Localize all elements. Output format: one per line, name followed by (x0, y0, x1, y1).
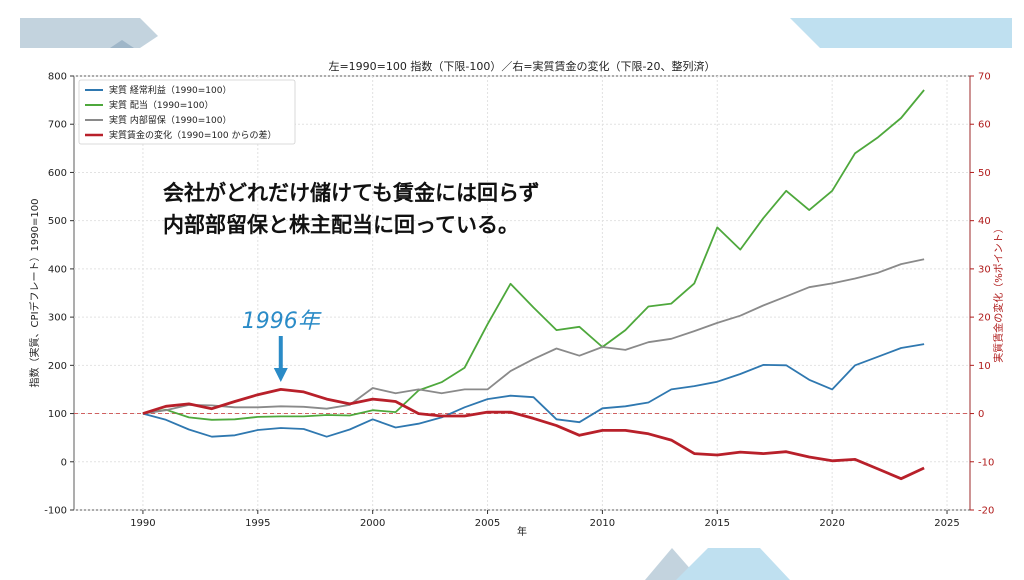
decor-top-right-band (790, 18, 1012, 48)
decor-top-left-triangle (110, 40, 134, 48)
legend-label-retained: 実質 内部留保（1990=100） (109, 114, 232, 126)
y-tick-label: 200 (48, 361, 67, 372)
decor-bottom-chevron-2 (676, 548, 790, 580)
x-tick-label: 1995 (245, 518, 270, 529)
series-line-dividend (142, 89, 925, 421)
y-tick-label: 100 (48, 409, 67, 420)
y-right-tick-label: 70 (978, 72, 991, 83)
headline-line-2: 内部部留保と株主配当に回っている。 (163, 213, 519, 237)
legend-label-wage: 実質賃金の変化（1990=100 からの差） (109, 129, 277, 141)
x-tick-label: 2010 (590, 518, 615, 529)
y-right-tick-label: 30 (978, 264, 991, 275)
decor-top-left-band (20, 18, 158, 48)
x-tick-label: 2020 (819, 518, 844, 529)
x-tick-label: 2025 (934, 518, 959, 529)
y-axis-label-right: 実質賃金の変化（%ポイント） (992, 223, 1005, 363)
x-tick-label: 1990 (130, 518, 155, 529)
y-tick-labels-right: -20 -10 0 10 20 30 40 50 60 70 (969, 72, 994, 517)
y-right-tick-label: 40 (978, 216, 991, 227)
legend-box (78, 79, 296, 145)
y-right-tick-label: 50 (978, 168, 991, 179)
year-1996-arrow-icon (273, 336, 288, 382)
y-axis-label-left: 指数（実質、CPIデフレート）1990=100 (28, 199, 41, 388)
y-tick-label: 500 (48, 216, 67, 227)
y-right-tick-label: 0 (978, 409, 984, 420)
y-tick-label: 600 (48, 168, 67, 179)
x-tick-label: 2005 (475, 518, 500, 529)
y-tick-label: 300 (48, 313, 67, 324)
y-tick-label: 400 (48, 264, 67, 275)
series-lines (142, 89, 925, 481)
plot-area (73, 75, 971, 511)
y-right-tick-label: -10 (978, 457, 994, 468)
legend-label-dividend: 実質 配当（1990=100） (109, 99, 214, 111)
y-right-tick-label: 60 (978, 120, 991, 131)
y-tick-label: -100 (44, 506, 67, 517)
y-tick-labels-left: -100 0 100 200 300 400 500 600 700 800 (44, 72, 74, 517)
legend-label-profit: 実質 経常利益（1990=100） (109, 84, 232, 96)
series-line-retained (142, 258, 925, 415)
x-tick-label: 2015 (705, 518, 730, 529)
y-tick-label: 0 (61, 457, 67, 468)
y-right-tick-label: -20 (978, 506, 994, 517)
chart-title: 左=1990=100 指数（下限-100）／右=実質賃金の変化（下限-20、整列… (328, 59, 715, 73)
y-right-tick-label: 10 (978, 361, 991, 372)
year-1996-label: 1996年 (242, 309, 322, 334)
x-axis-label: 年 (517, 525, 527, 538)
headline-line-1: 会社がどれだけ儲けても賃金には回らず (163, 181, 540, 205)
y-right-tick-label: 20 (978, 313, 991, 324)
x-tick-label: 2000 (360, 518, 385, 529)
series-line-profit (142, 343, 925, 438)
series-line-wage (142, 387, 925, 481)
y-tick-label: 800 (48, 72, 67, 83)
y-tick-label: 700 (48, 120, 67, 131)
legend: 実質 経常利益（1990=100） 実質 配当（1990=100） 実質 内部留… (78, 79, 296, 145)
x-tick-labels: 1990 1995 2000 2005 2010 2015 2020 2025 (130, 510, 960, 529)
